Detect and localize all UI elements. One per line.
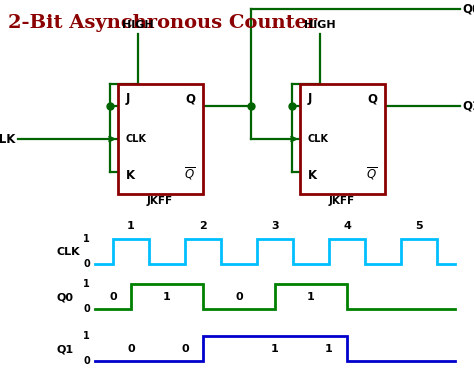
- Text: Q0: Q0: [462, 2, 474, 16]
- Text: 1: 1: [83, 279, 90, 289]
- Text: 1: 1: [307, 292, 315, 302]
- Text: 1: 1: [271, 344, 279, 354]
- Text: K: K: [126, 169, 135, 182]
- Text: 1: 1: [163, 292, 171, 302]
- Text: 2: 2: [199, 221, 207, 231]
- Text: 5: 5: [415, 221, 423, 231]
- Text: HIGH: HIGH: [122, 20, 154, 30]
- Text: 1: 1: [325, 344, 333, 354]
- Text: $\overline{Q}$: $\overline{Q}$: [184, 165, 195, 182]
- Text: 0: 0: [235, 292, 243, 302]
- Text: HIGH: HIGH: [304, 20, 336, 30]
- Text: J: J: [308, 92, 312, 105]
- Text: JKFF: JKFF: [329, 196, 355, 206]
- Text: CLK: CLK: [0, 133, 16, 145]
- Text: CLK: CLK: [126, 134, 147, 144]
- Text: 1: 1: [83, 234, 90, 244]
- Bar: [300, 84, 385, 194]
- Text: 1: 1: [127, 221, 135, 231]
- Text: CLK: CLK: [308, 134, 329, 144]
- Bar: [118, 84, 203, 194]
- Text: 0: 0: [83, 259, 90, 269]
- Text: 4: 4: [343, 221, 351, 231]
- Text: 0: 0: [109, 292, 117, 302]
- Text: Q0: Q0: [57, 292, 74, 302]
- Text: 2-Bit Asynchronous Counter: 2-Bit Asynchronous Counter: [8, 14, 317, 32]
- Text: 3: 3: [271, 221, 279, 231]
- Text: $\overline{Q}$: $\overline{Q}$: [366, 165, 377, 182]
- Text: K: K: [308, 169, 317, 182]
- Text: Q1: Q1: [57, 344, 74, 354]
- Text: Q1: Q1: [462, 100, 474, 112]
- Text: J: J: [126, 92, 130, 105]
- Text: 0: 0: [127, 344, 135, 354]
- Text: Q: Q: [185, 92, 195, 105]
- Text: Q: Q: [367, 92, 377, 105]
- Text: 0: 0: [181, 344, 189, 354]
- Text: JKFF: JKFF: [147, 196, 173, 206]
- Text: 0: 0: [83, 356, 90, 366]
- Text: 0: 0: [83, 304, 90, 314]
- Text: CLK: CLK: [57, 247, 81, 257]
- Text: 1: 1: [83, 331, 90, 341]
